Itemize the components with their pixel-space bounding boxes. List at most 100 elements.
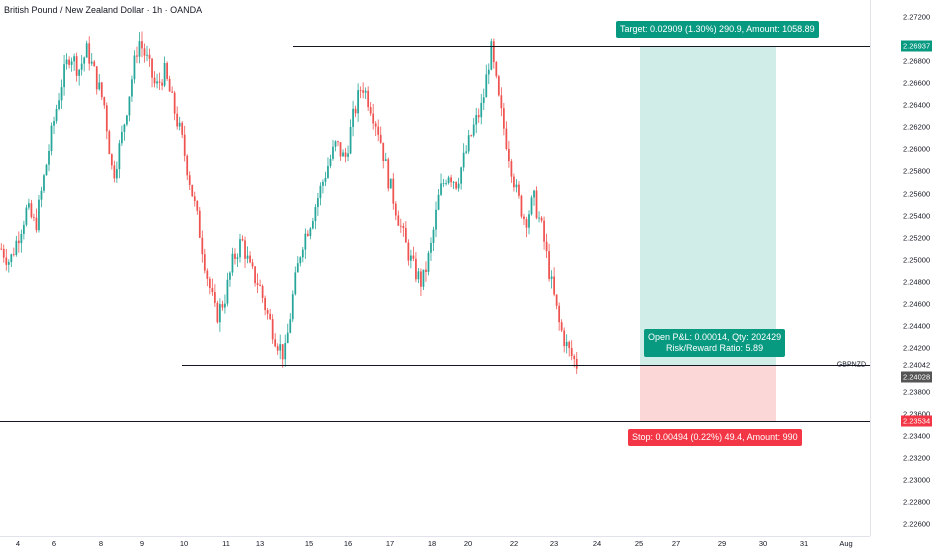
- time-tick-label: 22: [509, 539, 519, 548]
- candle-body: [364, 90, 367, 93]
- price-tick-label: 2.22600: [903, 519, 931, 529]
- candle-body: [90, 61, 93, 64]
- candle-body: [460, 167, 463, 184]
- candle-body: [30, 203, 33, 218]
- candle-body: [131, 79, 133, 97]
- candle-body: [60, 87, 63, 101]
- price-tick-label: 2.26400: [903, 100, 931, 110]
- time-axis[interactable]: 4 6 8 9 10 11 13 15 16 17 18 20 22 23 24 25 27 29 30 31 Aug: [0, 536, 870, 551]
- stop-zone[interactable]: [640, 365, 776, 422]
- candle-body: [342, 152, 344, 157]
- candle-body: [392, 178, 395, 204]
- candle-body: [246, 255, 249, 259]
- candle-body: [269, 313, 272, 320]
- candle-body: [319, 185, 322, 199]
- candle-body: [475, 115, 478, 125]
- candle-body: [430, 242, 432, 253]
- candle-body: [487, 69, 490, 75]
- price-tick-label: 2.23400: [903, 431, 931, 441]
- candlestick-chart[interactable]: [0, 0, 870, 536]
- candle-body: [291, 294, 294, 320]
- candle-body: [334, 141, 337, 147]
- candle-body: [113, 165, 116, 179]
- candle-body: [518, 184, 520, 196]
- time-tick-label: 30: [758, 539, 768, 548]
- price-tick-label: 2.24600: [903, 299, 931, 309]
- entry-line[interactable]: [182, 365, 870, 367]
- candle-body: [35, 217, 38, 231]
- time-tick-label: 17: [385, 539, 395, 548]
- price-tick-label: 2.23800: [903, 387, 931, 397]
- candle-body: [394, 203, 397, 216]
- candle-body: [33, 217, 35, 218]
- time-tick-label: Aug: [839, 539, 853, 548]
- candle-body: [379, 134, 382, 143]
- candle-body: [322, 181, 324, 186]
- candle-body: [12, 254, 15, 256]
- candle-body: [73, 56, 76, 62]
- candle-body: [538, 217, 540, 219]
- candle-body: [0, 248, 3, 250]
- candle-body: [146, 54, 148, 56]
- stop-line[interactable]: [0, 421, 870, 423]
- price-tick-label: 2.24400: [903, 321, 931, 331]
- candle-body: [314, 207, 317, 222]
- candle-body: [55, 109, 58, 122]
- price-tick-label: 2.22800: [903, 497, 931, 507]
- candle-body: [259, 284, 261, 286]
- candle-body: [191, 184, 194, 197]
- candle-body: [294, 272, 297, 295]
- candle-body: [151, 58, 153, 78]
- candle-body: [121, 131, 123, 144]
- candle-body: [324, 177, 327, 182]
- time-tick-label: 25: [634, 539, 644, 548]
- target-zone[interactable]: [640, 46, 776, 366]
- candle-body: [156, 81, 158, 84]
- candle-body: [397, 215, 400, 226]
- time-tick-label: 15: [304, 539, 314, 548]
- candle-body: [301, 249, 304, 258]
- candle-body: [317, 198, 319, 208]
- candle-body: [203, 254, 206, 271]
- candle-body: [435, 209, 437, 230]
- candle-body: [17, 240, 20, 244]
- candle-body: [425, 269, 427, 272]
- price-tick-label: 2.26000: [903, 144, 931, 154]
- time-tick-label: 4: [15, 539, 21, 548]
- time-tick-label: 29: [717, 539, 727, 548]
- candle-body: [264, 297, 267, 311]
- candle-body: [327, 165, 329, 178]
- candle-body: [251, 262, 254, 267]
- candle-body: [495, 62, 498, 77]
- candle-body: [239, 239, 241, 258]
- target-line[interactable]: [293, 46, 870, 48]
- candle-body: [7, 262, 10, 265]
- candle-body: [161, 82, 163, 86]
- candle-body: [10, 254, 13, 263]
- candle-body: [565, 341, 568, 347]
- candle-body: [208, 278, 211, 289]
- candle-body: [533, 190, 535, 198]
- candle-body: [176, 113, 179, 127]
- candle-body: [367, 90, 370, 108]
- candle-body: [286, 332, 289, 344]
- candle-body: [266, 310, 269, 314]
- candle-body: [158, 81, 161, 83]
- candle-body: [362, 90, 365, 93]
- candle-body: [28, 203, 30, 208]
- price-axis[interactable]: 2.27200 2.26800 2.26600 2.26400 2.26200 2.260…: [870, 0, 932, 536]
- candle-body: [452, 181, 455, 183]
- candle-body: [110, 154, 113, 166]
- candle-body: [500, 95, 503, 109]
- price-tick-label: 2.23600: [903, 409, 931, 419]
- candle-body: [442, 183, 445, 185]
- candle-body: [445, 183, 447, 184]
- chart-area[interactable]: British Pound / New Zealand Dollar · 1h …: [0, 0, 870, 536]
- candle-body: [339, 142, 342, 157]
- candle-body: [226, 279, 229, 304]
- candle-body: [420, 271, 422, 287]
- target-price-tag: 2.26937: [901, 40, 932, 52]
- price-tick-label: 2.26800: [903, 56, 931, 66]
- candle-body: [372, 113, 375, 124]
- candle-body: [70, 61, 73, 65]
